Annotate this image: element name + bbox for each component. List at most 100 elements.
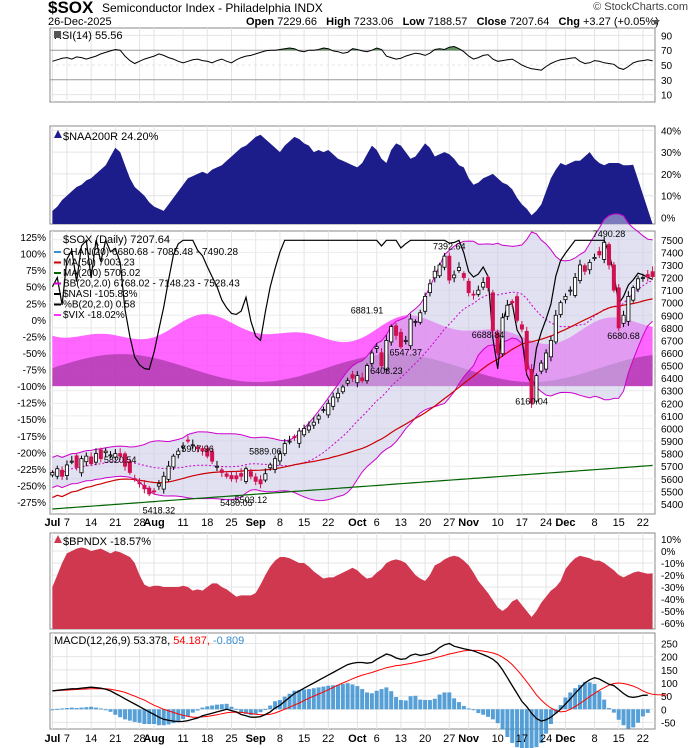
price-tick-label: 7100 [661, 286, 684, 297]
price-left-tick-label: 0% [32, 316, 47, 327]
rsi-tick-label: 90 [661, 31, 673, 42]
macd-histogram-bar [79, 707, 84, 710]
candle-body [258, 479, 263, 485]
candle-body [277, 453, 282, 462]
macd-x-label: 18 [201, 733, 213, 745]
macd-histogram-bar [442, 692, 447, 710]
macd-histogram-bar [219, 704, 224, 710]
macd-histogram-bar [321, 686, 326, 710]
macd-x-label: 15 [298, 733, 310, 745]
candle-body [587, 262, 592, 271]
price-annotation: 5820.54 [104, 455, 137, 465]
price-tick-label: 6700 [661, 336, 684, 347]
macd-histogram-bar [127, 709, 132, 721]
macd-tick-label: 200 [661, 653, 678, 664]
price-x-label: 22 [322, 517, 334, 529]
price-tick-label: 6200 [661, 399, 684, 410]
price-x-label: 7 [64, 517, 70, 529]
candle-body [466, 280, 471, 294]
naa-area [52, 134, 653, 224]
candle-body [461, 273, 466, 278]
macd-histogram-bar [50, 709, 55, 711]
candle-body [432, 270, 437, 279]
candle-body [481, 282, 486, 288]
macd-histogram-bar [577, 684, 582, 710]
macd-x-label: 27 [443, 733, 455, 745]
candle-body [248, 471, 253, 477]
candle-body [607, 244, 612, 266]
candle-body [471, 293, 476, 296]
macd-histogram-bar [403, 700, 408, 710]
bb-mid-line [52, 280, 653, 474]
price-left-tick-label: 100% [20, 250, 46, 261]
candle-body [127, 461, 132, 473]
macd-histogram-bar [205, 706, 210, 710]
bpndx-tick-label: 0% [661, 547, 676, 558]
candle-body [452, 274, 457, 279]
price-x-label: 22 [637, 517, 649, 529]
macd-histogram-bar [534, 709, 539, 748]
macd-histogram-bar [573, 688, 578, 710]
macd-histogram-bar [282, 696, 287, 710]
candle-body [137, 482, 142, 485]
candle-body [340, 386, 345, 393]
candle-body [427, 283, 432, 294]
candle-body [476, 289, 481, 295]
macd-histogram-bar [263, 708, 268, 710]
copyright: © StockCharts.com [593, 1, 688, 13]
candle-body [287, 440, 292, 443]
macd-histogram-bar [529, 709, 534, 748]
price-tick-label: 5800 [661, 450, 684, 461]
quote-line: Open 7229.66 High 7233.06 Low 7188.57 Cl… [246, 16, 659, 28]
macd-histogram-bar [64, 708, 69, 710]
macd-x-label: Nov [458, 733, 480, 745]
candle-body [577, 264, 582, 281]
price-left-tick-label: -250% [17, 481, 46, 492]
candle-body [616, 287, 621, 329]
price-tick-label: 6600 [661, 349, 684, 360]
price-tick-label: 7400 [661, 248, 684, 259]
price-annotation: 7392.64 [433, 241, 466, 251]
candle-body [253, 476, 258, 482]
candle-body [297, 430, 302, 444]
macd-histogram-bar [123, 709, 128, 720]
price-x-label: 28 [133, 517, 145, 529]
candle-body [592, 257, 597, 260]
price-left-tick-label: -75% [23, 366, 46, 377]
price-x-label: 27 [443, 517, 455, 529]
candle-body [60, 469, 65, 477]
price-tick-label: 5600 [661, 475, 684, 486]
candle-body [176, 450, 181, 456]
macd-x-label: 28 [133, 733, 145, 745]
bpndx-legend-icon [54, 535, 62, 543]
rsi-overbought-fill [52, 46, 653, 51]
price-tick-label: 6900 [661, 311, 684, 322]
rsi-title: RSI(14) 55.56 [54, 30, 122, 42]
macd-histogram-bar [394, 697, 399, 710]
candle-body [529, 368, 534, 404]
macd-histogram-bar [437, 694, 442, 710]
candle-body [132, 478, 137, 480]
candle-body [539, 362, 544, 372]
dropdown-arrow-icon[interactable] [652, 20, 660, 25]
macd-histogram-bar [195, 709, 200, 711]
macd-histogram-bar [171, 709, 176, 724]
price-x-label: Oct [348, 517, 367, 529]
naa-title: $NAA200R 24.20% [63, 131, 159, 143]
macd-x-label: 21 [109, 733, 121, 745]
ma50-line [52, 298, 653, 499]
candle-body [553, 314, 558, 343]
macd-histogram-bar [481, 709, 486, 715]
candle-body [626, 296, 631, 322]
macd-histogram-bar [84, 707, 89, 710]
close-label: Close [476, 16, 507, 28]
price-tick-label: 6300 [661, 387, 684, 398]
candle-body [495, 332, 500, 354]
macd-histogram-bar [447, 692, 452, 710]
macd-histogram-bar [427, 700, 432, 710]
candle-body [234, 475, 239, 480]
candle-body [544, 352, 549, 370]
candle-body [621, 314, 626, 324]
macd-histogram-bar [413, 695, 418, 710]
macd-histogram-bar [152, 709, 157, 725]
